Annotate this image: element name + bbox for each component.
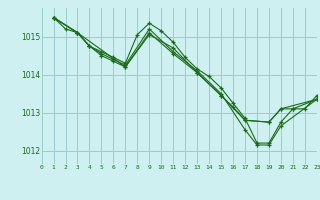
Text: Graphe pression niveau de la mer (hPa): Graphe pression niveau de la mer (hPa)	[58, 184, 262, 193]
